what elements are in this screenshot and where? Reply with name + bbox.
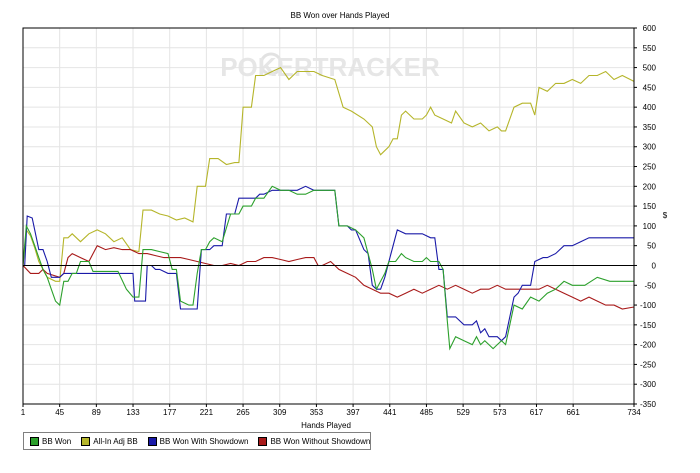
legend: BB Won All-In Adj BB BB Won With Showdown B… <box>23 432 371 450</box>
grid-lines <box>22 27 635 405</box>
y-tick-label: -50 <box>644 281 656 290</box>
legend-swatch <box>30 436 39 446</box>
legend-swatch <box>258 436 268 446</box>
x-tick-label: 617 <box>530 408 544 417</box>
y-tick-label: -150 <box>640 321 657 330</box>
legend-item: BB Won Without Showdown <box>258 436 371 446</box>
x-tick-label: 265 <box>236 408 250 417</box>
x-tick-label: 441 <box>383 408 397 417</box>
x-tick-label: 529 <box>456 408 470 417</box>
y-tick-label: -200 <box>640 341 657 350</box>
y-tick-label: 550 <box>643 44 657 53</box>
y-tick-label: -100 <box>640 301 657 310</box>
y-axis-label: $ <box>663 211 668 220</box>
x-tick-label: 177 <box>163 408 177 417</box>
y-tick-label: 300 <box>643 143 657 152</box>
legend-label: BB Won <box>42 436 72 446</box>
legend-item: BB Won <box>30 436 72 446</box>
y-tick-label: 500 <box>643 64 657 73</box>
series-line-bb-won <box>22 185 634 351</box>
x-tick-label: 89 <box>92 408 101 417</box>
pokertracker-watermark: POKERTRACKER <box>220 52 440 82</box>
x-tick-label: 353 <box>310 408 324 417</box>
x-tick-label: 133 <box>126 408 140 417</box>
x-tick-label: 1 <box>21 408 26 417</box>
y-tick-label: 600 <box>643 24 657 33</box>
y-axis-ticks: 600550500450400350300250200150100500-50-… <box>634 24 657 409</box>
series-line-all-in-adj-bb <box>22 66 635 282</box>
chart-title: BB Won over Hands Played <box>290 11 389 20</box>
x-axis-label: Hands Played <box>301 421 351 430</box>
y-tick-label: -350 <box>640 400 657 409</box>
legend-label: BB Won Without Showdown <box>270 436 371 446</box>
x-tick-label: 397 <box>346 408 360 417</box>
legend-swatch <box>147 436 157 446</box>
series-line-bb-won-with-showdown <box>23 185 634 342</box>
x-tick-label: 573 <box>493 408 507 417</box>
legend-label: All-In Adj BB <box>93 436 138 446</box>
y-tick-label: 50 <box>647 242 656 251</box>
y-tick-label: 150 <box>643 202 657 211</box>
legend-swatch <box>81 436 91 446</box>
y-tick-label: 250 <box>643 163 657 172</box>
legend-item: BB Won With Showdown <box>147 436 249 446</box>
series-lines <box>22 66 635 351</box>
watermark-text: POKERTRACKER <box>220 52 440 82</box>
y-tick-label: -250 <box>640 360 657 369</box>
y-tick-label: 350 <box>643 123 657 132</box>
watermark-chip-icon <box>259 52 283 76</box>
legend-item: All-In Adj BB <box>81 436 138 446</box>
y-tick-label: 400 <box>643 103 657 112</box>
x-tick-label: 45 <box>55 408 64 417</box>
x-tick-label: 221 <box>200 408 214 417</box>
y-tick-label: 0 <box>652 261 657 270</box>
legend-label: BB Won With Showdown <box>159 436 249 446</box>
series-line-bb-won-without-showdown <box>22 244 635 310</box>
y-tick-label: 200 <box>643 182 657 191</box>
y-tick-label: 450 <box>643 83 657 92</box>
plot-area <box>22 27 635 405</box>
x-tick-label: 734 <box>627 408 641 417</box>
y-tick-label: -300 <box>640 380 657 389</box>
y-tick-label: 100 <box>643 222 657 231</box>
x-axis-ticks: 1 45 89 133 177 221 265 309 353 397 441 485 529 573 61… <box>21 404 641 417</box>
x-tick-label: 661 <box>566 408 580 417</box>
x-tick-label: 309 <box>273 408 287 417</box>
x-tick-label: 485 <box>420 408 434 417</box>
